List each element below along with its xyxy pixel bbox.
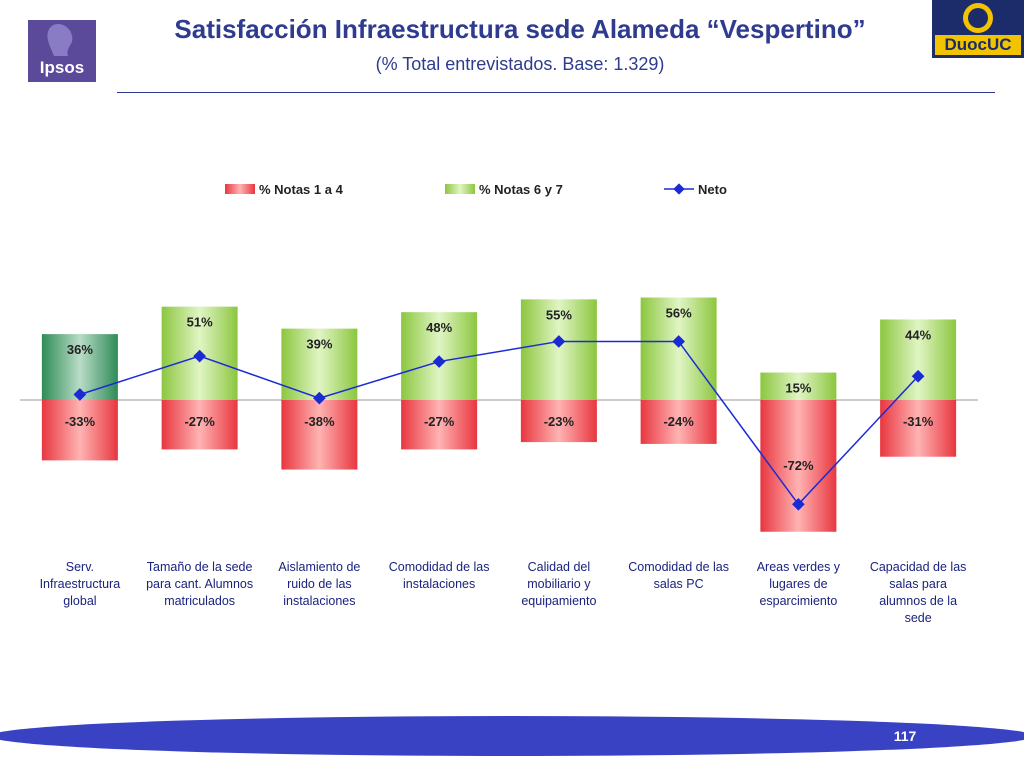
data-label-negative: -23%	[544, 414, 575, 429]
category-label: instalaciones	[283, 594, 355, 608]
category-label: Infraestructura	[40, 577, 121, 591]
legend-swatch-neg	[225, 184, 255, 194]
net-point	[313, 391, 326, 405]
data-label-negative: -72%	[783, 458, 814, 473]
data-label-positive: 15%	[785, 381, 811, 396]
ipsos-logo: Ipsos	[28, 20, 96, 82]
bar-negative	[281, 400, 358, 470]
category-label: mobiliario y	[527, 577, 591, 591]
category-label: instalaciones	[403, 577, 475, 591]
category-label: global	[63, 594, 96, 608]
category-label: Tamaño de la sede	[147, 560, 253, 574]
data-label-negative: -27%	[424, 414, 455, 429]
satisfaction-chart: % Notas 1 a 4 % Notas 6 y 7 Neto 36% -33% 51…	[20, 182, 978, 625]
category-label: esparcimiento	[759, 594, 837, 608]
legend-marker-net	[673, 183, 685, 195]
bar-positive	[640, 297, 717, 400]
bar-positive	[760, 372, 837, 400]
data-label-positive: 36%	[67, 342, 93, 357]
legend-label: Neto	[698, 182, 727, 197]
data-label-positive: 48%	[426, 320, 452, 335]
category-label: para cant. Alumnos	[146, 577, 253, 591]
page-number: 117	[893, 728, 917, 744]
category-label: alumnos de la	[879, 594, 957, 608]
category-label: matriculados	[164, 594, 235, 608]
bar-negative	[401, 400, 478, 450]
data-label-positive: 39%	[306, 337, 332, 352]
data-label-positive: 44%	[905, 327, 931, 342]
category-axis-labels: Serv. Infraestructura global Tamaño de la s…	[40, 560, 967, 625]
category-label: ruido de las	[287, 577, 352, 591]
legend-label: % Notas 1 a 4	[259, 182, 344, 197]
category-label: lugares de	[769, 577, 827, 591]
data-label-positive: 55%	[546, 307, 572, 322]
title-divider	[117, 92, 995, 93]
bar-negative	[520, 400, 597, 443]
category-label: equipamiento	[521, 594, 596, 608]
bar-positive	[520, 299, 597, 400]
bar-negative	[640, 400, 717, 444]
footer-band	[0, 716, 1024, 756]
data-label-positive: 51%	[187, 315, 213, 330]
duoc-logo-text: DuocUC	[935, 35, 1021, 55]
data-label-positive: 56%	[666, 306, 692, 321]
net-point	[432, 355, 446, 368]
category-label: Aislamiento de	[278, 560, 360, 574]
chart-bars	[20, 297, 978, 532]
category-label: Serv.	[66, 560, 94, 574]
net-line	[79, 340, 919, 506]
net-point	[193, 349, 206, 363]
data-label-negative: -38%	[304, 414, 335, 429]
data-label-negative: -27%	[184, 414, 215, 429]
bar-positive	[880, 319, 957, 400]
chart-legend: % Notas 1 a 4 % Notas 6 y 7 Neto	[225, 182, 727, 197]
ipsos-head-icon	[47, 24, 73, 56]
bar-positive	[281, 328, 358, 400]
net-point	[73, 388, 87, 401]
chart-data-labels: 36% -33% 51% -27% 39% -38% 48% -27% 55% -23% 56% -2…	[65, 306, 934, 473]
category-label: Calidad del	[528, 560, 591, 574]
page-title: Satisfacción Infraestructura sede Alamed…	[174, 14, 866, 44]
category-label: salas PC	[654, 577, 704, 591]
data-label-negative: -33%	[65, 414, 96, 429]
category-label: sede	[905, 611, 932, 625]
category-label: salas para	[889, 577, 947, 591]
page-subtitle: (% Total entrevistados. Base: 1.329)	[375, 54, 665, 74]
data-label-negative: -31%	[903, 414, 934, 429]
legend-label: % Notas 6 y 7	[479, 182, 563, 197]
bar-negative	[41, 400, 118, 461]
bar-negative	[880, 400, 957, 457]
legend-swatch-pos	[445, 184, 475, 194]
category-label: Areas verdes y	[757, 560, 841, 574]
duoc-logo: DuocUC	[932, 0, 1024, 58]
ipsos-logo-text: Ipsos	[39, 58, 85, 77]
bar-negative	[161, 400, 238, 450]
category-label: Comodidad de las	[389, 560, 490, 574]
category-label: Comodidad de las	[628, 560, 729, 574]
category-label: Capacidad de las	[870, 560, 967, 574]
data-label-negative: -24%	[663, 414, 694, 429]
duoc-crest-icon	[963, 3, 993, 33]
